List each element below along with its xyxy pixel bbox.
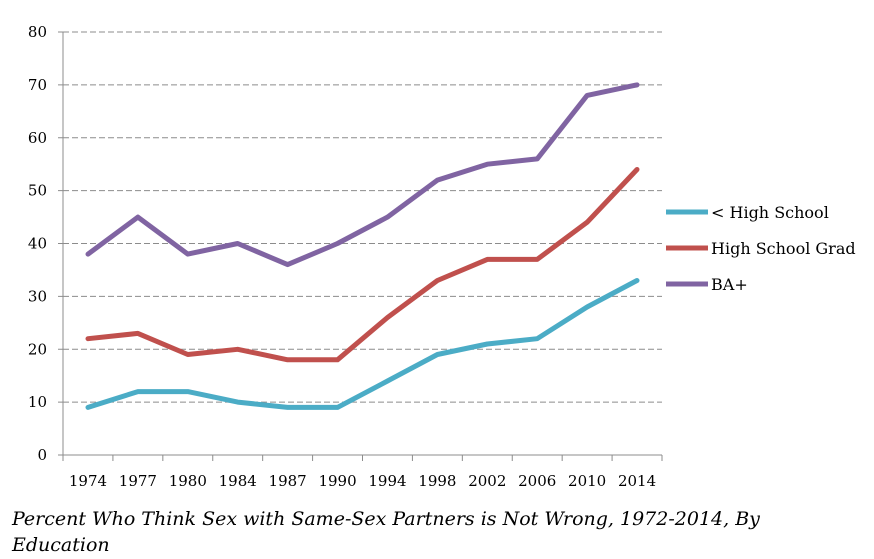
x-tick-label: 1977 [119, 472, 157, 490]
y-tick-label: 50 [28, 182, 47, 200]
y-tick-label: 60 [28, 129, 47, 147]
x-tick-label: 1990 [318, 472, 356, 490]
x-tick-label: 2010 [568, 472, 606, 490]
x-tick-label: 1998 [418, 472, 456, 490]
series-line-2 [85, 82, 640, 268]
y-tick-label: 70 [28, 76, 47, 94]
y-tick-label: 20 [28, 340, 47, 358]
x-tick-label: 2006 [518, 472, 556, 490]
series-line-0 [85, 278, 640, 410]
legend-label: BA+ [711, 275, 748, 294]
x-axis-tick-labels: 1974 1977 1980 1984 1987 1990 1994 1998 2002 2006… [69, 472, 656, 490]
x-tick-label: 1974 [69, 472, 107, 490]
series-lines [85, 82, 640, 410]
axes [58, 31, 663, 461]
series-line-1 [85, 167, 640, 363]
x-tick-label: 1994 [368, 472, 406, 490]
chart-caption: Percent Who Think Sex with Same-Sex Part… [12, 508, 760, 556]
y-tick-label: 0 [37, 446, 47, 464]
y-tick-label: 80 [28, 23, 47, 41]
y-tick-label: 30 [28, 287, 47, 305]
gridlines [63, 31, 662, 403]
y-tick-label: 40 [28, 235, 47, 253]
legend-label: High School Grad [711, 239, 856, 258]
x-tick-label: 1984 [219, 472, 257, 490]
legend: < High School High School Grad BA+ [666, 203, 856, 294]
x-tick-label: 2014 [618, 472, 656, 490]
legend-label: < High School [711, 203, 829, 222]
x-tick-label: 1980 [169, 472, 207, 490]
y-tick-label: 10 [28, 393, 47, 411]
x-tick-label: 1987 [269, 472, 307, 490]
y-axis-tick-labels: 0 10 20 30 40 50 60 70 80 [28, 23, 47, 464]
x-tick-label: 2002 [468, 472, 506, 490]
